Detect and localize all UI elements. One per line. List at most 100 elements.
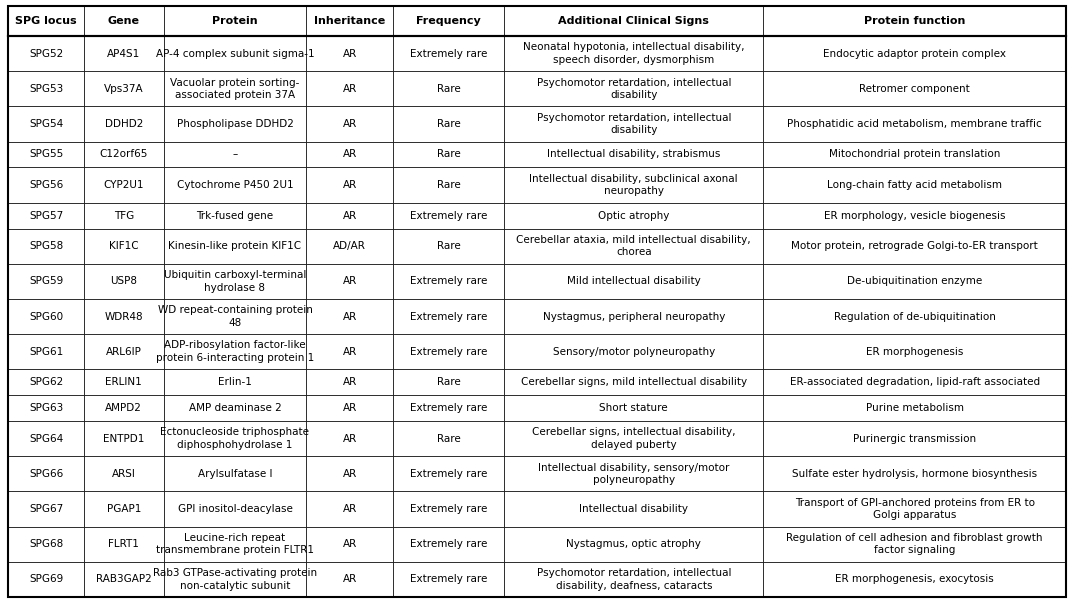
Text: SPG52: SPG52 <box>29 49 63 58</box>
Bar <box>306 203 393 229</box>
Text: AMPD2: AMPD2 <box>105 403 142 413</box>
Bar <box>306 491 393 526</box>
Text: Mitochondrial protein translation: Mitochondrial protein translation <box>829 150 1000 160</box>
Bar <box>764 369 1066 395</box>
Bar <box>163 526 306 562</box>
Text: KIF1C: KIF1C <box>110 241 139 251</box>
Text: Motor protein, retrograde Golgi-to-ER transport: Motor protein, retrograde Golgi-to-ER tr… <box>792 241 1039 251</box>
Bar <box>8 334 84 369</box>
Text: AMP deaminase 2: AMP deaminase 2 <box>189 403 281 413</box>
Text: SPG56: SPG56 <box>29 180 63 190</box>
Text: Extremely rare: Extremely rare <box>410 403 488 413</box>
Text: USP8: USP8 <box>111 276 137 286</box>
Text: ARL6IP: ARL6IP <box>106 347 142 357</box>
Text: SPG57: SPG57 <box>29 210 63 221</box>
Bar <box>764 562 1066 597</box>
Text: Additional Clinical Signs: Additional Clinical Signs <box>558 16 709 26</box>
Bar <box>8 203 84 229</box>
Text: Regulation of cell adhesion and fibroblast growth
factor signaling: Regulation of cell adhesion and fibrobla… <box>786 533 1043 555</box>
Text: ARSI: ARSI <box>112 469 135 479</box>
Bar <box>306 229 393 264</box>
Text: RAB3GAP2: RAB3GAP2 <box>96 575 151 584</box>
Text: Phosphatidic acid metabolism, membrane traffic: Phosphatidic acid metabolism, membrane t… <box>787 119 1042 129</box>
Text: Rare: Rare <box>437 119 461 129</box>
Bar <box>504 142 764 168</box>
Text: Cytochrome P450 2U1: Cytochrome P450 2U1 <box>176 180 293 190</box>
Bar <box>764 106 1066 142</box>
Text: Short stature: Short stature <box>599 403 668 413</box>
Bar <box>306 142 393 168</box>
Bar <box>306 334 393 369</box>
Bar <box>8 491 84 526</box>
Text: SPG63: SPG63 <box>29 403 63 413</box>
Text: AR: AR <box>343 180 357 190</box>
Text: Erlin-1: Erlin-1 <box>218 377 252 387</box>
Text: Retromer component: Retromer component <box>859 84 970 94</box>
Text: Rare: Rare <box>437 377 461 387</box>
Text: Transport of GPI-anchored proteins from ER to
Golgi apparatus: Transport of GPI-anchored proteins from … <box>795 498 1034 520</box>
Bar <box>306 526 393 562</box>
Bar <box>163 395 306 421</box>
Bar <box>393 6 504 36</box>
Text: Rare: Rare <box>437 180 461 190</box>
Text: SPG62: SPG62 <box>29 377 63 387</box>
Text: Long-chain fatty acid metabolism: Long-chain fatty acid metabolism <box>827 180 1002 190</box>
Bar <box>163 369 306 395</box>
Text: SPG69: SPG69 <box>29 575 63 584</box>
Bar <box>8 106 84 142</box>
Text: Inheritance: Inheritance <box>314 16 386 26</box>
Text: Cerebellar signs, intellectual disability,
delayed puberty: Cerebellar signs, intellectual disabilit… <box>532 428 736 450</box>
Text: SPG53: SPG53 <box>29 84 63 94</box>
Text: Sensory/motor polyneuropathy: Sensory/motor polyneuropathy <box>553 347 715 357</box>
Bar <box>504 562 764 597</box>
Bar <box>163 168 306 203</box>
Bar <box>8 369 84 395</box>
Bar <box>764 71 1066 106</box>
Bar <box>764 526 1066 562</box>
Bar <box>163 264 306 299</box>
Bar <box>504 491 764 526</box>
Text: Extremely rare: Extremely rare <box>410 312 488 321</box>
Text: AP4S1: AP4S1 <box>107 49 141 58</box>
Bar <box>764 491 1066 526</box>
Text: AR: AR <box>343 434 357 444</box>
Bar <box>84 6 163 36</box>
Bar <box>764 264 1066 299</box>
Bar <box>84 562 163 597</box>
Bar <box>393 142 504 168</box>
Bar <box>504 264 764 299</box>
Text: Sulfate ester hydrolysis, hormone biosynthesis: Sulfate ester hydrolysis, hormone biosyn… <box>793 469 1037 479</box>
Bar <box>8 36 84 71</box>
Bar <box>8 456 84 491</box>
Bar <box>393 395 504 421</box>
Bar <box>84 369 163 395</box>
Bar <box>504 299 764 334</box>
Text: Optic atrophy: Optic atrophy <box>598 210 669 221</box>
Text: AR: AR <box>343 276 357 286</box>
Text: Extremely rare: Extremely rare <box>410 347 488 357</box>
Text: FLRT1: FLRT1 <box>108 539 140 549</box>
Bar <box>84 168 163 203</box>
Text: Phospholipase DDHD2: Phospholipase DDHD2 <box>176 119 293 129</box>
Bar <box>163 229 306 264</box>
Text: Extremely rare: Extremely rare <box>410 539 488 549</box>
Text: SPG54: SPG54 <box>29 119 63 129</box>
Bar <box>84 421 163 456</box>
Bar <box>84 264 163 299</box>
Bar <box>504 526 764 562</box>
Bar <box>393 526 504 562</box>
Bar <box>764 421 1066 456</box>
Bar <box>84 71 163 106</box>
Text: ERLIN1: ERLIN1 <box>105 377 142 387</box>
Bar <box>84 456 163 491</box>
Bar <box>504 203 764 229</box>
Bar <box>163 203 306 229</box>
Bar <box>764 299 1066 334</box>
Text: ADP-ribosylation factor-like
protein 6-interacting protein 1: ADP-ribosylation factor-like protein 6-i… <box>156 341 314 363</box>
Bar <box>163 491 306 526</box>
Text: SPG60: SPG60 <box>29 312 63 321</box>
Text: C12orf65: C12orf65 <box>100 150 148 160</box>
Text: AR: AR <box>343 119 357 129</box>
Bar <box>163 456 306 491</box>
Text: Intellectual disability, strabismus: Intellectual disability, strabismus <box>547 150 721 160</box>
